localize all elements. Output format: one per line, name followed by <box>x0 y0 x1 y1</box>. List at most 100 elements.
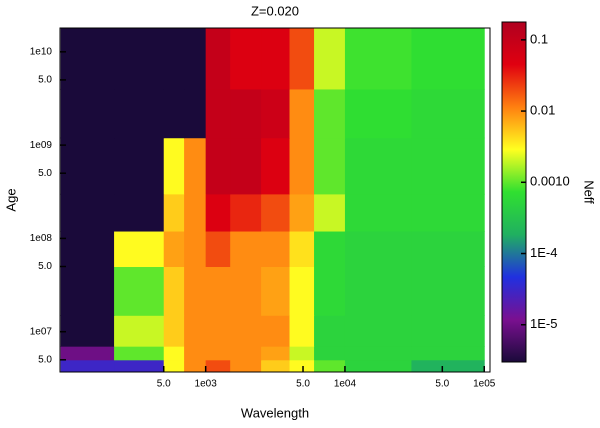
heatmap-cell <box>205 88 231 139</box>
heatmap-cell <box>205 315 231 347</box>
heatmap-cell <box>230 231 262 268</box>
y-tick-label: 1e07 <box>30 326 53 337</box>
heatmap-cell <box>344 359 412 373</box>
heatmap-cell <box>261 193 291 232</box>
heatmap-cell <box>60 266 115 316</box>
heatmap-cell <box>261 231 291 268</box>
heatmap-cell <box>205 137 231 195</box>
heatmap-cell <box>314 193 346 232</box>
y-tick-label: 1e08 <box>30 233 53 244</box>
heatmap-cell <box>163 315 185 347</box>
heatmap-cell <box>163 266 185 316</box>
heatmap-cell <box>289 88 315 139</box>
heatmap-cell <box>205 359 231 373</box>
colorbar-tick-label: 0.1 <box>530 31 548 46</box>
heatmap-cell <box>230 359 262 373</box>
heatmap-cell <box>184 359 207 373</box>
heatmap-cell <box>344 88 412 139</box>
x-tick-label: 1e03 <box>195 379 218 390</box>
heatmap-cell <box>230 88 262 139</box>
y-tick-label: 1e09 <box>30 140 53 151</box>
x-tick-label: 5.0 <box>296 379 310 390</box>
y-tick-label: 5.0 <box>38 75 52 86</box>
heatmap-cell <box>114 346 165 361</box>
heatmap-cell <box>411 266 485 316</box>
heatmap-cell <box>344 266 412 316</box>
chart-title: Z=0.020 <box>251 3 299 18</box>
heatmap-cell <box>205 346 231 361</box>
heatmap-cell <box>314 346 346 361</box>
heatmap-cell <box>411 315 485 347</box>
heatmap-cell <box>184 88 207 139</box>
heatmap-cell <box>163 28 185 90</box>
heatmap-cell <box>411 137 485 195</box>
x-tick-label: 5.0 <box>435 379 449 390</box>
heatmap-cell <box>344 28 412 90</box>
heatmap-cell <box>60 231 115 268</box>
heatmap-cell <box>289 28 315 90</box>
heatmap-cell <box>314 28 346 90</box>
heatmap-cell <box>163 231 185 268</box>
colorbar-tick-label: 0.0010 <box>530 174 570 189</box>
heatmap-cell <box>184 266 207 316</box>
heatmap-cell <box>184 315 207 347</box>
heatmap-cell <box>184 193 207 232</box>
heatmap-cell <box>163 359 185 373</box>
x-tick-label: 1e04 <box>334 379 357 390</box>
heatmap-cell <box>114 231 165 268</box>
heatmap-cell <box>60 359 115 373</box>
heatmap-cell <box>230 315 262 347</box>
plot-frame <box>59 27 491 373</box>
heatmap-cell <box>289 315 315 347</box>
colorbar-label: Neff <box>582 180 597 204</box>
heatmap-cell <box>411 88 485 139</box>
heatmap-cell <box>163 137 185 195</box>
heatmap-cell <box>114 359 165 373</box>
colorbar-tick-label: 1E-5 <box>530 316 557 331</box>
heatmap-cell <box>289 346 315 361</box>
heatmap-cell <box>114 137 165 195</box>
heatmap-cell <box>344 231 412 268</box>
heatmap-cell <box>411 231 485 268</box>
heatmap-cell <box>289 231 315 268</box>
y-tick-label: 1e10 <box>30 46 53 57</box>
y-tick-label: 5.0 <box>38 261 52 272</box>
heatmap-cell <box>114 28 165 90</box>
heatmap-cell <box>314 88 346 139</box>
heatmap-cell <box>60 346 115 361</box>
heatmap-cell <box>205 231 231 268</box>
x-axis-label: Wavelength <box>241 405 309 420</box>
heatmap-cell <box>114 315 165 347</box>
heatmap-cell <box>60 193 115 232</box>
heatmap-cell <box>344 346 412 361</box>
heatmap-cell <box>289 137 315 195</box>
heatmap-cell <box>261 88 291 139</box>
heatmap-cell <box>60 28 115 90</box>
heatmap-cell <box>411 359 485 373</box>
y-tick-label: 5.0 <box>38 168 52 179</box>
heatmap-cell <box>314 266 346 316</box>
heatmap-cell <box>314 137 346 195</box>
colorbar-tick-label: 1E-4 <box>530 245 557 260</box>
colorbar-tick-label: 0.01 <box>530 103 555 118</box>
heatmap-cell <box>184 346 207 361</box>
heatmap-cell <box>205 28 231 90</box>
heatmap-cell <box>230 137 262 195</box>
heatmap-cell <box>230 193 262 232</box>
heatmap-cell <box>289 193 315 232</box>
heatmap-cell <box>411 346 485 361</box>
heatmap-cell <box>261 137 291 195</box>
heatmap-cell <box>163 193 185 232</box>
heatmap-cell <box>344 193 412 232</box>
heatmap-cell <box>314 231 346 268</box>
heatmap-cell <box>184 137 207 195</box>
y-axis-label: Age <box>3 188 18 211</box>
heatmap-cell <box>114 88 165 139</box>
y-tick-label: 5.0 <box>38 354 52 365</box>
heatmap-cell <box>261 266 291 316</box>
heatmap-cell <box>289 266 315 316</box>
heatmap-cell <box>411 193 485 232</box>
heatmap-cell <box>411 28 485 90</box>
heatmap-cell <box>114 193 165 232</box>
